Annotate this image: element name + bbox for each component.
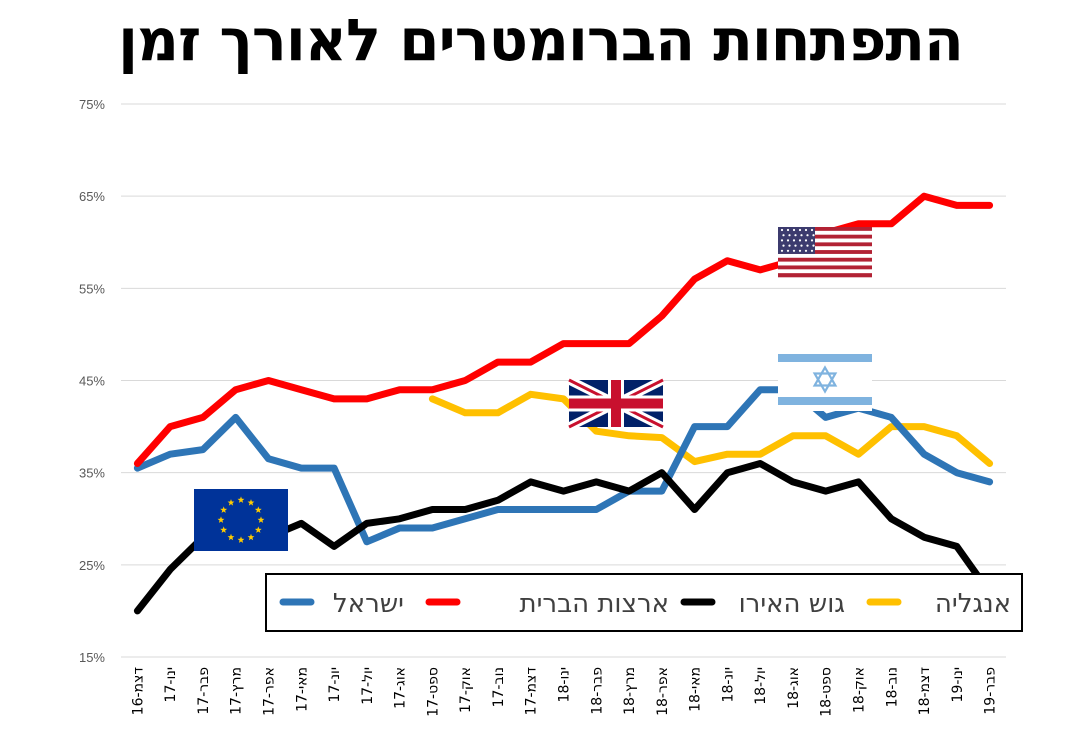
y-tick-label: 25% bbox=[79, 558, 105, 573]
x-tick-label: דצמ-16 bbox=[130, 667, 146, 716]
y-tick-label: 35% bbox=[79, 466, 105, 481]
x-tick-label: נוב-18 bbox=[884, 667, 900, 707]
x-tick-label: ינו-19 bbox=[950, 667, 966, 702]
y-tick-label: 75% bbox=[79, 97, 105, 112]
series-line bbox=[133, 386, 994, 546]
x-tick-label: נוב-17 bbox=[491, 667, 507, 707]
x-tick-label: מאי-18 bbox=[688, 667, 704, 712]
legend-label: גוש האירו bbox=[739, 589, 845, 619]
uk-flag-icon bbox=[566, 375, 666, 432]
us-flag-icon bbox=[778, 227, 872, 278]
x-tick-label: מרץ-18 bbox=[622, 667, 638, 715]
legend-label: ישראל bbox=[333, 589, 404, 619]
x-tick-label: יול-18 bbox=[753, 667, 769, 705]
y-tick-label: 55% bbox=[79, 281, 105, 296]
eu-flag-icon bbox=[194, 489, 288, 551]
x-tick-label: מרץ-17 bbox=[229, 667, 245, 715]
x-tick-label: אפר-18 bbox=[655, 667, 671, 716]
x-tick-label: יונ-17 bbox=[327, 667, 343, 702]
x-tick-label: ינו-17 bbox=[163, 667, 179, 702]
x-tick-label: מאי-17 bbox=[294, 667, 310, 712]
x-tick-label: פבר-17 bbox=[196, 667, 212, 715]
flags-layer bbox=[194, 227, 872, 551]
y-tick-label: 15% bbox=[79, 650, 105, 665]
x-tick-label: אוג-18 bbox=[786, 667, 802, 709]
x-tick-label: פבר-18 bbox=[589, 667, 605, 715]
x-tick-label: יונ-18 bbox=[720, 667, 736, 702]
x-axis-ticks: דצמ-16 ינו-17 פבר-17 מרץ-17 אפר-17 מאי-17 יונ-… bbox=[130, 667, 998, 717]
x-tick-label: פבר-19 bbox=[983, 667, 999, 715]
x-tick-label: דצמ-18 bbox=[917, 667, 933, 716]
x-tick-label: ספט-17 bbox=[425, 667, 441, 717]
x-tick-label: אפר-17 bbox=[262, 667, 278, 716]
x-tick-label: יול-17 bbox=[360, 667, 376, 705]
legend: ישראל ארצות הברית גוש האירו אנגליה bbox=[265, 573, 1023, 632]
x-tick-label: ינו-18 bbox=[557, 667, 573, 702]
x-tick-label: דצמ-17 bbox=[524, 667, 540, 716]
series-line bbox=[133, 192, 994, 467]
x-tick-label: ספט-18 bbox=[819, 667, 835, 717]
x-tick-label: אוק-17 bbox=[458, 667, 474, 713]
israel-flag-icon bbox=[778, 348, 872, 411]
legend-label: אנגליה bbox=[935, 589, 1011, 619]
x-tick-label: אוק-18 bbox=[852, 667, 868, 713]
legend-label: ארצות הברית bbox=[519, 589, 669, 619]
x-tick-label: אוג-17 bbox=[393, 667, 409, 709]
y-tick-label: 65% bbox=[79, 189, 105, 204]
y-axis-ticks: 15% 25% 35% 45% 55% 65% 75% bbox=[79, 97, 105, 665]
y-tick-label: 45% bbox=[79, 374, 105, 389]
page-title: התפתחות הברומטרים לאורך זמן bbox=[118, 6, 964, 74]
